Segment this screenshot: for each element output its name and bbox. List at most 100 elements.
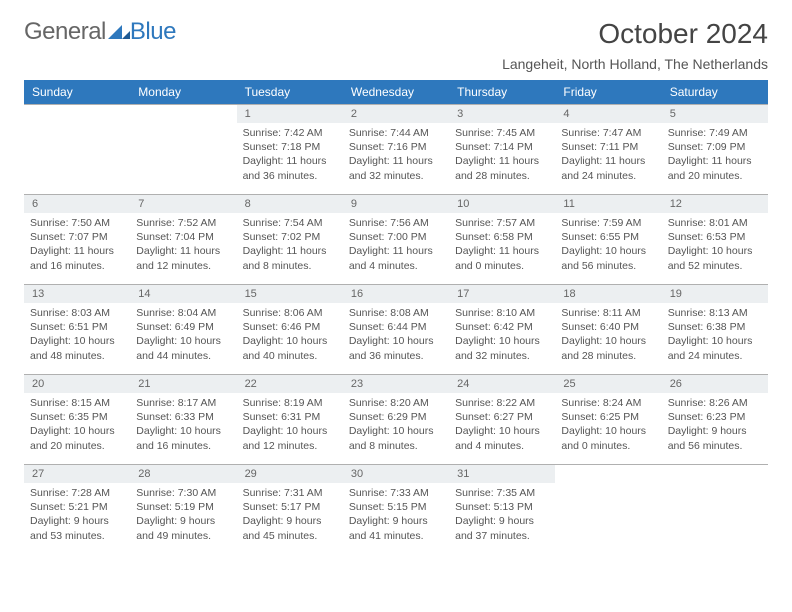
day-details: Sunrise: 7:47 AMSunset: 7:11 PMDaylight:…: [555, 123, 661, 187]
day-number: 12: [662, 195, 768, 213]
day-number: 19: [662, 285, 768, 303]
day-details: Sunrise: 8:20 AMSunset: 6:29 PMDaylight:…: [343, 393, 449, 457]
day-details: Sunrise: 7:30 AMSunset: 5:19 PMDaylight:…: [130, 483, 236, 547]
calendar-day-cell: [130, 105, 236, 195]
calendar-day-cell: 31Sunrise: 7:35 AMSunset: 5:13 PMDayligh…: [449, 465, 555, 555]
calendar-day-cell: 8Sunrise: 7:54 AMSunset: 7:02 PMDaylight…: [237, 195, 343, 285]
day-details: Sunrise: 7:35 AMSunset: 5:13 PMDaylight:…: [449, 483, 555, 547]
day-details: Sunrise: 8:26 AMSunset: 6:23 PMDaylight:…: [662, 393, 768, 457]
calendar-week-row: 27Sunrise: 7:28 AMSunset: 5:21 PMDayligh…: [24, 465, 768, 555]
logo-triangle-icon: [108, 25, 130, 39]
calendar-day-cell: 26Sunrise: 8:26 AMSunset: 6:23 PMDayligh…: [662, 375, 768, 465]
day-details: Sunrise: 8:24 AMSunset: 6:25 PMDaylight:…: [555, 393, 661, 457]
day-number: 30: [343, 465, 449, 483]
day-details: Sunrise: 7:50 AMSunset: 7:07 PMDaylight:…: [24, 213, 130, 277]
day-number: 9: [343, 195, 449, 213]
day-number: 27: [24, 465, 130, 483]
calendar-day-cell: 14Sunrise: 8:04 AMSunset: 6:49 PMDayligh…: [130, 285, 236, 375]
day-details: Sunrise: 7:56 AMSunset: 7:00 PMDaylight:…: [343, 213, 449, 277]
day-number: 20: [24, 375, 130, 393]
calendar-week-row: 20Sunrise: 8:15 AMSunset: 6:35 PMDayligh…: [24, 375, 768, 465]
logo-text-2: Blue: [130, 18, 176, 46]
day-number: 10: [449, 195, 555, 213]
day-details: Sunrise: 8:13 AMSunset: 6:38 PMDaylight:…: [662, 303, 768, 367]
day-details: Sunrise: 7:45 AMSunset: 7:14 PMDaylight:…: [449, 123, 555, 187]
calendar-day-cell: 22Sunrise: 8:19 AMSunset: 6:31 PMDayligh…: [237, 375, 343, 465]
weekday-header: Friday: [555, 80, 661, 105]
day-details: Sunrise: 7:57 AMSunset: 6:58 PMDaylight:…: [449, 213, 555, 277]
calendar-week-row: 1Sunrise: 7:42 AMSunset: 7:18 PMDaylight…: [24, 105, 768, 195]
calendar-day-cell: [662, 465, 768, 555]
logo-text-1: General: [24, 18, 106, 46]
calendar-day-cell: 1Sunrise: 7:42 AMSunset: 7:18 PMDaylight…: [237, 105, 343, 195]
day-details: Sunrise: 8:19 AMSunset: 6:31 PMDaylight:…: [237, 393, 343, 457]
day-number: 8: [237, 195, 343, 213]
calendar-day-cell: 19Sunrise: 8:13 AMSunset: 6:38 PMDayligh…: [662, 285, 768, 375]
calendar-day-cell: 9Sunrise: 7:56 AMSunset: 7:00 PMDaylight…: [343, 195, 449, 285]
day-number: 24: [449, 375, 555, 393]
day-details: Sunrise: 7:59 AMSunset: 6:55 PMDaylight:…: [555, 213, 661, 277]
day-number: 15: [237, 285, 343, 303]
calendar-day-cell: 29Sunrise: 7:31 AMSunset: 5:17 PMDayligh…: [237, 465, 343, 555]
day-number: 2: [343, 105, 449, 123]
weekday-header-row: Sunday Monday Tuesday Wednesday Thursday…: [24, 80, 768, 105]
day-number: 6: [24, 195, 130, 213]
day-details: Sunrise: 8:10 AMSunset: 6:42 PMDaylight:…: [449, 303, 555, 367]
calendar-day-cell: 3Sunrise: 7:45 AMSunset: 7:14 PMDaylight…: [449, 105, 555, 195]
calendar-day-cell: 18Sunrise: 8:11 AMSunset: 6:40 PMDayligh…: [555, 285, 661, 375]
calendar-day-cell: 10Sunrise: 7:57 AMSunset: 6:58 PMDayligh…: [449, 195, 555, 285]
location-subtitle: Langeheit, North Holland, The Netherland…: [502, 56, 768, 72]
calendar-day-cell: 25Sunrise: 8:24 AMSunset: 6:25 PMDayligh…: [555, 375, 661, 465]
calendar-day-cell: 30Sunrise: 7:33 AMSunset: 5:15 PMDayligh…: [343, 465, 449, 555]
calendar-day-cell: 21Sunrise: 8:17 AMSunset: 6:33 PMDayligh…: [130, 375, 236, 465]
calendar-day-cell: 17Sunrise: 8:10 AMSunset: 6:42 PMDayligh…: [449, 285, 555, 375]
day-number: 25: [555, 375, 661, 393]
calendar-day-cell: 20Sunrise: 8:15 AMSunset: 6:35 PMDayligh…: [24, 375, 130, 465]
day-details: Sunrise: 8:03 AMSunset: 6:51 PMDaylight:…: [24, 303, 130, 367]
day-details: Sunrise: 8:01 AMSunset: 6:53 PMDaylight:…: [662, 213, 768, 277]
weekday-header: Thursday: [449, 80, 555, 105]
day-number: 28: [130, 465, 236, 483]
day-number: 7: [130, 195, 236, 213]
day-details: Sunrise: 7:42 AMSunset: 7:18 PMDaylight:…: [237, 123, 343, 187]
day-number: 11: [555, 195, 661, 213]
calendar-day-cell: 28Sunrise: 7:30 AMSunset: 5:19 PMDayligh…: [130, 465, 236, 555]
calendar-day-cell: 27Sunrise: 7:28 AMSunset: 5:21 PMDayligh…: [24, 465, 130, 555]
page-title: October 2024: [502, 18, 768, 50]
day-number: 17: [449, 285, 555, 303]
weekday-header: Monday: [130, 80, 236, 105]
calendar-day-cell: [24, 105, 130, 195]
calendar-day-cell: 2Sunrise: 7:44 AMSunset: 7:16 PMDaylight…: [343, 105, 449, 195]
calendar-day-cell: 13Sunrise: 8:03 AMSunset: 6:51 PMDayligh…: [24, 285, 130, 375]
calendar-day-cell: 11Sunrise: 7:59 AMSunset: 6:55 PMDayligh…: [555, 195, 661, 285]
calendar-day-cell: 24Sunrise: 8:22 AMSunset: 6:27 PMDayligh…: [449, 375, 555, 465]
day-number: 22: [237, 375, 343, 393]
calendar-day-cell: 15Sunrise: 8:06 AMSunset: 6:46 PMDayligh…: [237, 285, 343, 375]
day-number: 29: [237, 465, 343, 483]
weekday-header: Sunday: [24, 80, 130, 105]
day-details: Sunrise: 8:15 AMSunset: 6:35 PMDaylight:…: [24, 393, 130, 457]
calendar-day-cell: [555, 465, 661, 555]
calendar-week-row: 13Sunrise: 8:03 AMSunset: 6:51 PMDayligh…: [24, 285, 768, 375]
day-details: Sunrise: 7:33 AMSunset: 5:15 PMDaylight:…: [343, 483, 449, 547]
day-details: Sunrise: 7:52 AMSunset: 7:04 PMDaylight:…: [130, 213, 236, 277]
weekday-header: Tuesday: [237, 80, 343, 105]
day-number: 1: [237, 105, 343, 123]
day-details: Sunrise: 8:04 AMSunset: 6:49 PMDaylight:…: [130, 303, 236, 367]
day-details: Sunrise: 7:54 AMSunset: 7:02 PMDaylight:…: [237, 213, 343, 277]
day-number: 14: [130, 285, 236, 303]
day-details: Sunrise: 8:11 AMSunset: 6:40 PMDaylight:…: [555, 303, 661, 367]
day-details: Sunrise: 7:49 AMSunset: 7:09 PMDaylight:…: [662, 123, 768, 187]
calendar-day-cell: 12Sunrise: 8:01 AMSunset: 6:53 PMDayligh…: [662, 195, 768, 285]
calendar-day-cell: 6Sunrise: 7:50 AMSunset: 7:07 PMDaylight…: [24, 195, 130, 285]
day-number: 18: [555, 285, 661, 303]
day-number: 13: [24, 285, 130, 303]
logo: General Blue: [24, 18, 176, 46]
day-details: Sunrise: 8:08 AMSunset: 6:44 PMDaylight:…: [343, 303, 449, 367]
calendar-day-cell: 4Sunrise: 7:47 AMSunset: 7:11 PMDaylight…: [555, 105, 661, 195]
calendar-day-cell: 7Sunrise: 7:52 AMSunset: 7:04 PMDaylight…: [130, 195, 236, 285]
day-number: 26: [662, 375, 768, 393]
weekday-header: Wednesday: [343, 80, 449, 105]
calendar-table: Sunday Monday Tuesday Wednesday Thursday…: [24, 80, 768, 555]
day-details: Sunrise: 8:22 AMSunset: 6:27 PMDaylight:…: [449, 393, 555, 457]
